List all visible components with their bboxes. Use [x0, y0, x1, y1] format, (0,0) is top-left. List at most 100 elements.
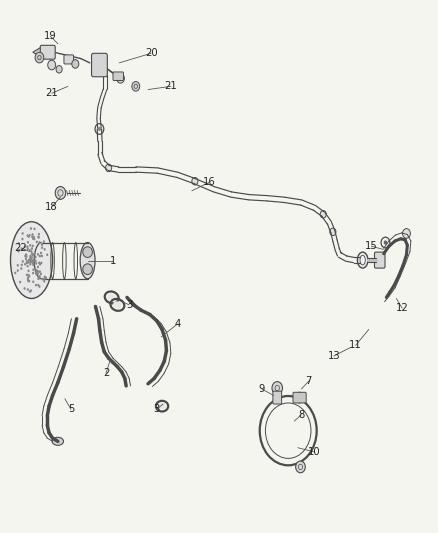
Circle shape — [46, 253, 48, 256]
Circle shape — [29, 261, 32, 264]
Circle shape — [39, 263, 41, 265]
Circle shape — [39, 285, 41, 288]
Circle shape — [33, 228, 35, 230]
Circle shape — [41, 278, 43, 280]
Circle shape — [32, 233, 34, 236]
Text: 2: 2 — [103, 368, 109, 378]
Circle shape — [32, 262, 34, 264]
FancyBboxPatch shape — [92, 53, 107, 77]
Ellipse shape — [80, 243, 95, 279]
Circle shape — [22, 260, 24, 263]
Circle shape — [24, 245, 26, 248]
Circle shape — [31, 260, 33, 263]
Circle shape — [36, 240, 38, 243]
Circle shape — [35, 273, 37, 276]
Ellipse shape — [113, 301, 122, 309]
Circle shape — [33, 238, 35, 240]
Circle shape — [36, 270, 39, 273]
Circle shape — [37, 273, 39, 276]
Circle shape — [38, 262, 40, 264]
Circle shape — [29, 255, 32, 257]
Circle shape — [31, 253, 33, 255]
Circle shape — [44, 276, 46, 278]
Text: 4: 4 — [174, 319, 180, 329]
Circle shape — [31, 247, 33, 250]
Circle shape — [17, 264, 19, 266]
Text: 19: 19 — [44, 31, 57, 41]
Circle shape — [26, 273, 28, 276]
Circle shape — [320, 211, 326, 218]
Circle shape — [36, 269, 38, 272]
Circle shape — [32, 259, 34, 262]
Circle shape — [72, 60, 79, 68]
Circle shape — [48, 60, 56, 70]
Circle shape — [39, 275, 41, 278]
FancyBboxPatch shape — [40, 45, 55, 59]
Circle shape — [43, 280, 45, 282]
Circle shape — [37, 265, 39, 268]
Circle shape — [32, 272, 34, 274]
Circle shape — [35, 260, 37, 262]
FancyBboxPatch shape — [293, 392, 306, 403]
Circle shape — [21, 248, 23, 251]
Circle shape — [29, 263, 32, 265]
Circle shape — [29, 258, 32, 261]
Circle shape — [33, 236, 35, 238]
Circle shape — [21, 238, 24, 240]
Ellipse shape — [11, 222, 53, 298]
Circle shape — [28, 259, 30, 261]
Circle shape — [295, 392, 304, 403]
Circle shape — [33, 253, 35, 255]
Circle shape — [192, 177, 198, 185]
Circle shape — [37, 253, 39, 256]
Circle shape — [31, 259, 33, 262]
Circle shape — [37, 270, 39, 273]
Circle shape — [37, 277, 39, 280]
Ellipse shape — [158, 403, 166, 409]
Circle shape — [32, 264, 35, 266]
Circle shape — [30, 289, 32, 292]
Circle shape — [28, 270, 30, 272]
Circle shape — [43, 248, 46, 251]
Circle shape — [29, 290, 31, 293]
Circle shape — [30, 259, 32, 261]
Circle shape — [98, 127, 101, 131]
Text: 5: 5 — [68, 405, 74, 414]
Circle shape — [37, 284, 39, 286]
Circle shape — [272, 382, 283, 394]
Text: 8: 8 — [298, 410, 304, 419]
Ellipse shape — [83, 264, 92, 274]
Circle shape — [29, 256, 32, 259]
Circle shape — [35, 284, 37, 286]
Circle shape — [19, 281, 21, 284]
Circle shape — [38, 233, 40, 236]
Circle shape — [18, 249, 20, 252]
Circle shape — [43, 278, 46, 280]
Circle shape — [30, 259, 32, 262]
Circle shape — [384, 240, 387, 245]
Text: 21: 21 — [164, 82, 177, 91]
Circle shape — [32, 259, 35, 262]
Circle shape — [25, 253, 27, 256]
Text: 18: 18 — [46, 202, 58, 212]
Circle shape — [32, 268, 35, 271]
Circle shape — [330, 228, 336, 236]
Circle shape — [27, 278, 29, 281]
Circle shape — [55, 187, 66, 199]
Circle shape — [132, 82, 140, 91]
FancyBboxPatch shape — [64, 55, 74, 64]
Circle shape — [31, 236, 33, 238]
Text: 3: 3 — [154, 405, 160, 414]
Circle shape — [32, 262, 34, 264]
FancyBboxPatch shape — [113, 72, 124, 80]
Circle shape — [26, 262, 28, 264]
Text: 22: 22 — [14, 243, 28, 253]
Circle shape — [21, 263, 23, 266]
Text: 21: 21 — [45, 88, 58, 98]
Ellipse shape — [357, 252, 368, 268]
Circle shape — [18, 242, 20, 245]
Text: 11: 11 — [349, 341, 362, 350]
Circle shape — [32, 245, 34, 247]
Circle shape — [35, 256, 37, 259]
Circle shape — [27, 265, 29, 268]
